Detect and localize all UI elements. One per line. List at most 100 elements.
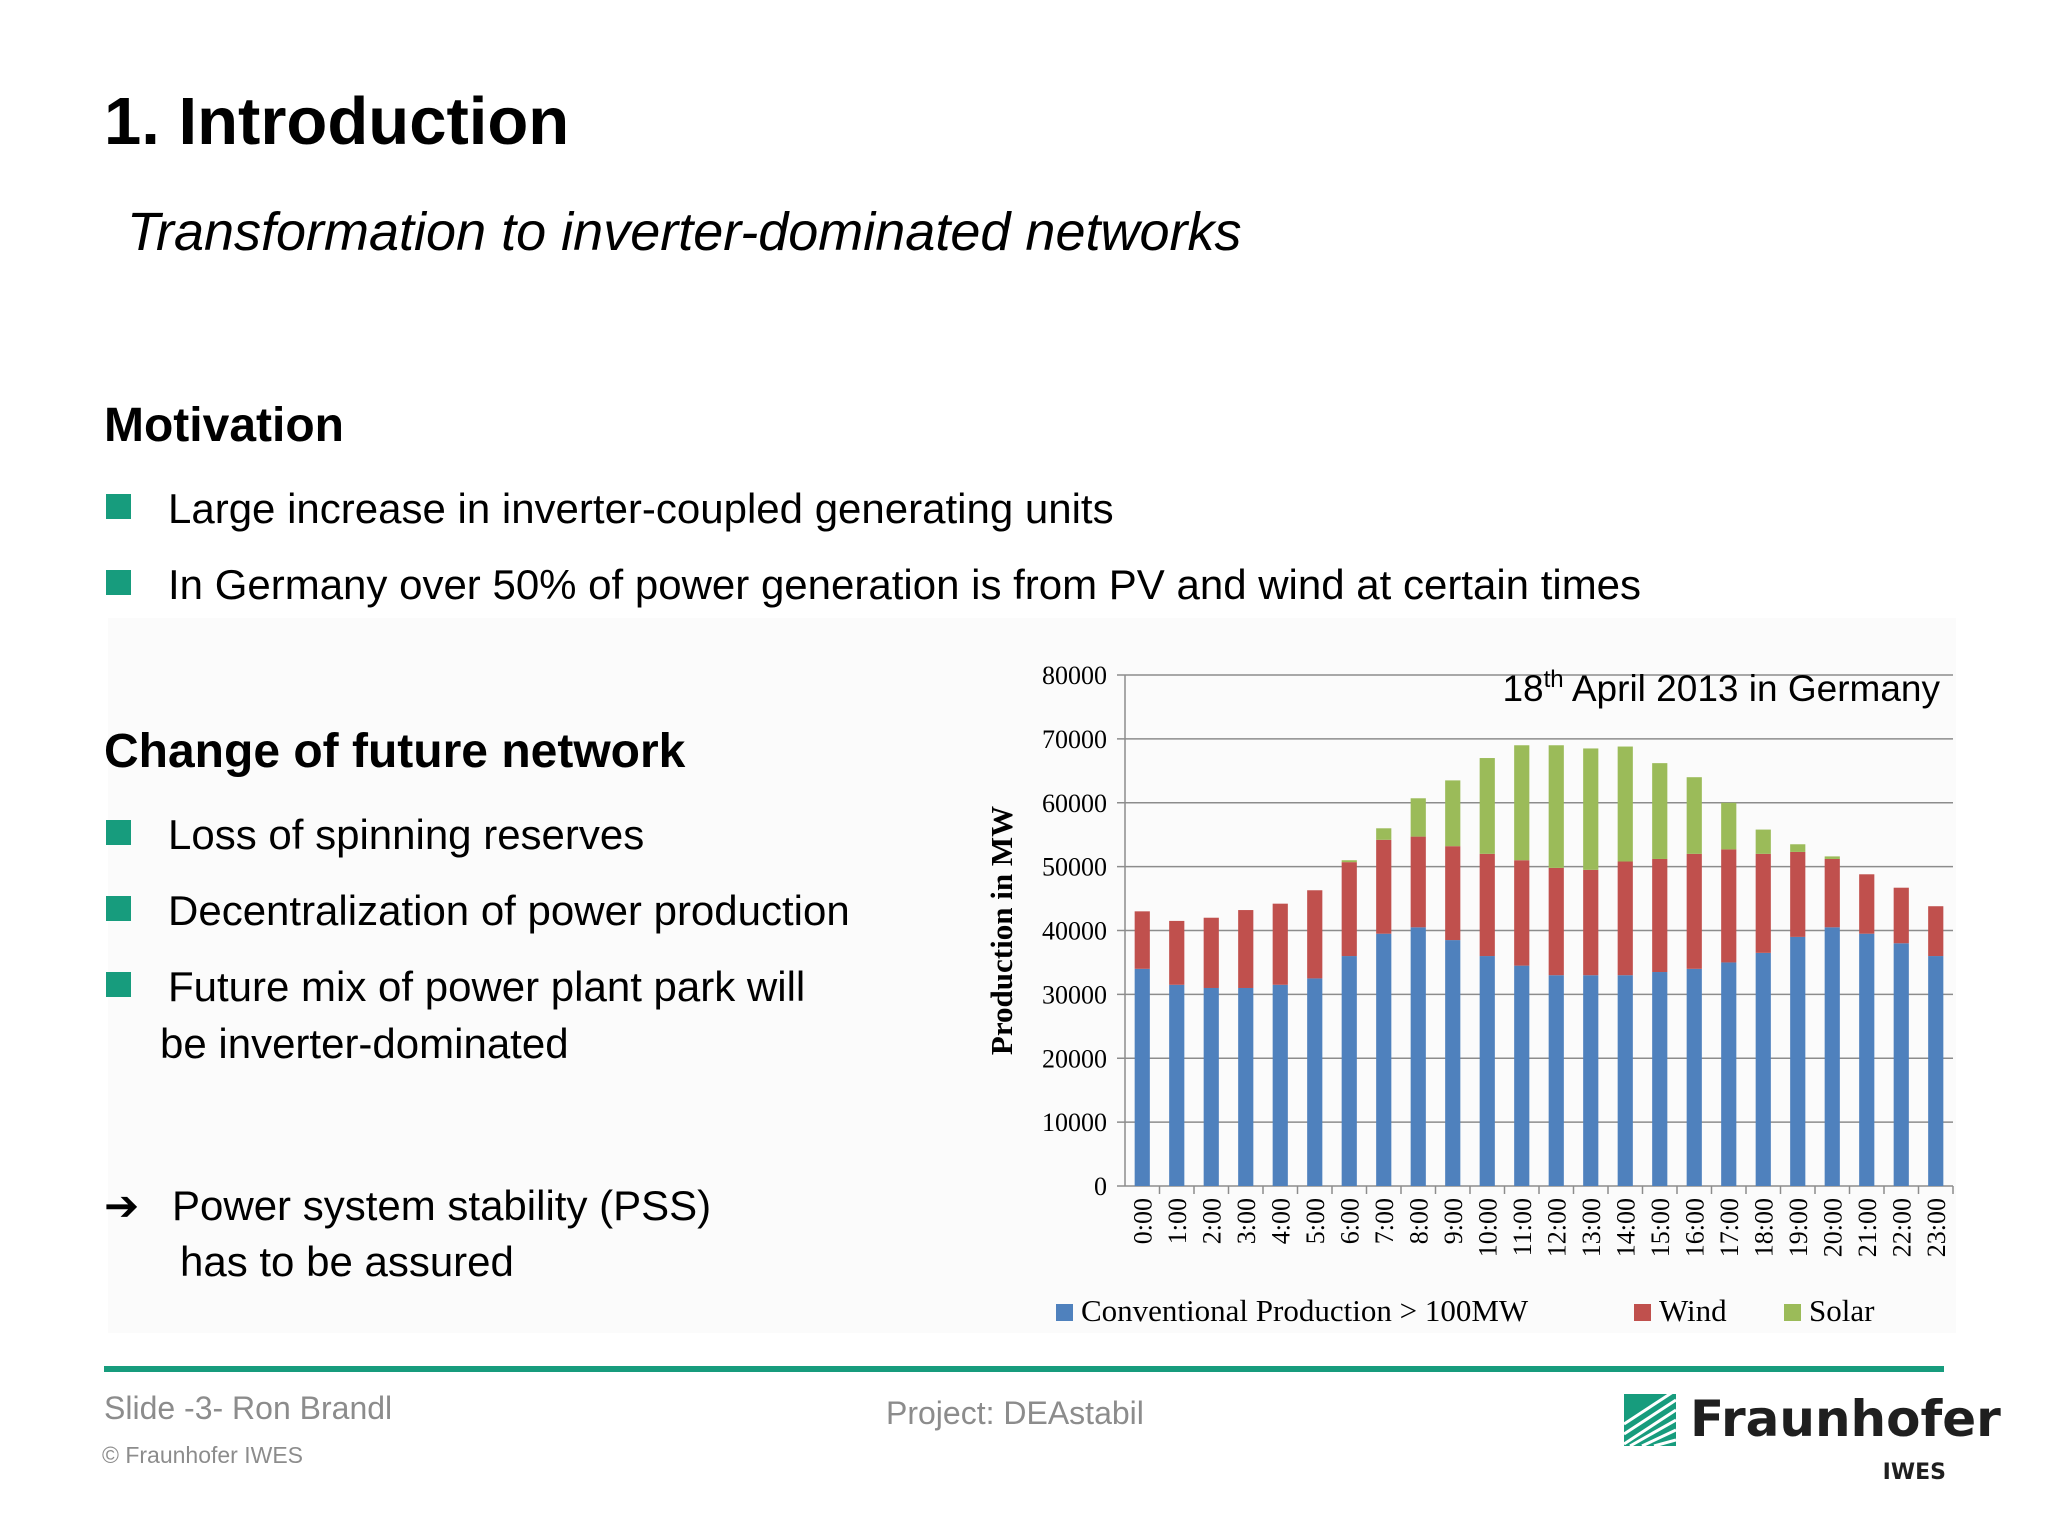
legend-label: Wind xyxy=(1659,1293,1727,1328)
bar-segment xyxy=(1272,984,1288,1186)
x-tick-label: 22:00 xyxy=(1887,1198,1916,1257)
bar-segment xyxy=(1824,927,1840,1186)
y-tick-label: 60000 xyxy=(1042,789,1107,818)
bar-segment xyxy=(1479,853,1495,957)
bar-segment xyxy=(1721,962,1737,1186)
footer-divider xyxy=(104,1366,1944,1372)
legend-label: Conventional Production > 100MW xyxy=(1081,1293,1529,1328)
change-heading: Change of future network xyxy=(104,725,686,778)
x-tick-label: 7:00 xyxy=(1370,1198,1399,1244)
page-title: 1. Introduction xyxy=(104,84,570,159)
change-bullet: Loss of spinning reserves xyxy=(106,806,644,863)
bar-segment xyxy=(1479,956,1495,1186)
bar-segment xyxy=(1755,853,1771,953)
bar-segment xyxy=(1893,943,1909,1186)
bar-segment xyxy=(1583,975,1599,1186)
x-tick-label: 4:00 xyxy=(1266,1198,1295,1244)
bullet-text-continued: be inverter-dominated xyxy=(160,1020,569,1067)
legend-swatch xyxy=(1784,1304,1801,1321)
bar-segment xyxy=(1169,984,1185,1186)
x-tick-label: 23:00 xyxy=(1922,1198,1951,1257)
y-axis-label: Production in MW xyxy=(984,806,1019,1055)
bullet-square-icon xyxy=(106,820,131,845)
chart-background xyxy=(108,618,1956,1333)
x-tick-label: 21:00 xyxy=(1853,1198,1882,1257)
logo-sub: IWES xyxy=(1882,1460,1946,1485)
bar-segment xyxy=(1652,858,1668,973)
bar-segment xyxy=(1583,869,1599,976)
bar-segment xyxy=(1410,927,1426,1186)
bar-segment xyxy=(1755,829,1771,854)
x-tick-label: 3:00 xyxy=(1232,1198,1261,1244)
change-bullet: Decentralization of power production xyxy=(106,882,850,939)
bar-segment xyxy=(1617,861,1633,976)
bar-segment xyxy=(1238,910,1254,988)
chart-title: 18th April 2013 in Germany xyxy=(1502,666,1940,709)
bullet-text: In Germany over 50% of power generation … xyxy=(168,561,1642,608)
x-tick-label: 19:00 xyxy=(1784,1198,1813,1257)
bullet-text: Future mix of power plant park will xyxy=(168,963,806,1010)
conclusion: ➔ Power system stability (PSS) has to be… xyxy=(104,1178,711,1290)
change-bullet: Future mix of power plant park will be i… xyxy=(106,958,805,1072)
bar-segment xyxy=(1928,906,1944,957)
motivation-bullet: Large increase in inverter-coupled gener… xyxy=(106,480,1114,537)
bar-segment xyxy=(1445,780,1461,847)
fraunhofer-logo: Fraunhofer IWES xyxy=(1624,1390,2001,1490)
bullet-text: Loss of spinning reserves xyxy=(168,811,645,858)
bar-segment xyxy=(1445,940,1461,1186)
bar-segment xyxy=(1824,856,1840,859)
bar-segment xyxy=(1341,956,1357,1186)
bar-segment xyxy=(1824,858,1840,928)
x-tick-label: 15:00 xyxy=(1646,1198,1675,1257)
bar-segment xyxy=(1790,844,1806,852)
bar-segment xyxy=(1721,849,1737,963)
x-tick-label: 5:00 xyxy=(1301,1198,1330,1244)
footer-author: Slide -3- Ron Brandl xyxy=(104,1390,393,1426)
y-tick-label: 50000 xyxy=(1042,853,1107,882)
production-chart: 0 10000 20000 30000 40000 50000 60000 70000 8000… xyxy=(984,661,1954,1328)
bar-segment xyxy=(1376,828,1392,840)
bar-segment xyxy=(1548,867,1564,976)
bar-segment xyxy=(1617,975,1633,1186)
y-tick-label: 0 xyxy=(1094,1172,1107,1201)
bar-segment xyxy=(1410,836,1426,928)
bar-segment xyxy=(1583,748,1599,870)
bar-segment xyxy=(1548,975,1564,1186)
bar-segment xyxy=(1928,956,1944,1186)
bar-segment xyxy=(1134,968,1150,1186)
bullet-square-icon xyxy=(106,972,131,997)
bar-segment xyxy=(1893,887,1909,944)
bar-segment xyxy=(1859,933,1875,1186)
y-tick-label: 40000 xyxy=(1042,917,1107,946)
x-tick-label: 12:00 xyxy=(1542,1198,1571,1257)
bar-segment xyxy=(1755,952,1771,1186)
bullet-text: Large increase in inverter-coupled gener… xyxy=(168,485,1114,532)
motivation-bullet: In Germany over 50% of power generation … xyxy=(106,556,1641,613)
page-subtitle: Transformation to inverter-dominated net… xyxy=(127,202,1242,262)
bar-segment xyxy=(1790,851,1806,937)
footer-copyright: © Fraunhofer IWES xyxy=(102,1442,304,1468)
bar-segment xyxy=(1514,860,1530,966)
x-tick-label: 2:00 xyxy=(1197,1198,1226,1244)
bullet-square-icon xyxy=(106,896,131,921)
right-arrow-icon: ➔ xyxy=(104,1182,140,1229)
bullet-square-icon xyxy=(106,570,131,595)
legend-swatch xyxy=(1056,1304,1073,1321)
x-tick-label: 10:00 xyxy=(1473,1198,1502,1257)
conclusion-line-2: has to be assured xyxy=(180,1238,514,1285)
bar-segment xyxy=(1479,758,1495,854)
y-tick-label: 20000 xyxy=(1042,1044,1107,1073)
bar-segment xyxy=(1203,917,1219,988)
bar-segment xyxy=(1686,777,1702,854)
footer-project: Project: DEAstabil xyxy=(886,1395,1144,1431)
logo-name: Fraunhofer xyxy=(1690,1390,2001,1448)
bar-segment xyxy=(1134,911,1150,969)
x-tick-label: 9:00 xyxy=(1439,1198,1468,1244)
bullet-square-icon xyxy=(106,494,131,519)
bar-segment xyxy=(1790,936,1806,1186)
fraunhofer-logo-icon xyxy=(1624,1394,1676,1446)
x-tick-label: 20:00 xyxy=(1818,1198,1847,1257)
x-tick-label: 17:00 xyxy=(1715,1198,1744,1257)
x-tick-label: 0:00 xyxy=(1128,1198,1157,1244)
bar-segment xyxy=(1514,745,1530,861)
